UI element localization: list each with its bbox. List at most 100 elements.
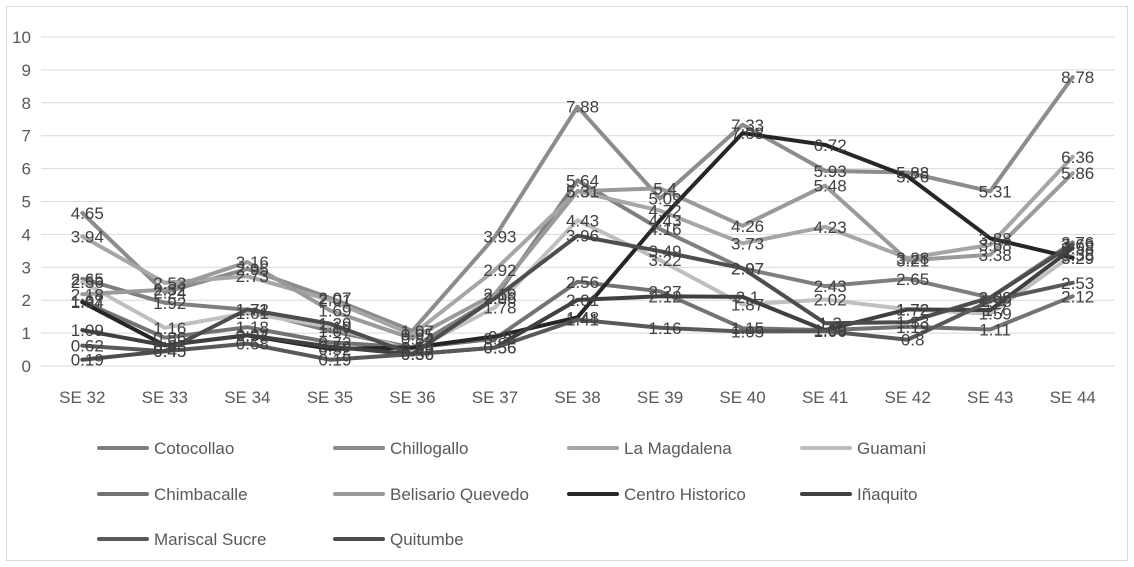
data-label: 3.21 bbox=[896, 251, 929, 270]
data-label: 3.94 bbox=[71, 227, 104, 246]
series-line bbox=[80, 171, 1075, 341]
data-label: 1.16 bbox=[153, 319, 186, 338]
data-label: 0.9 bbox=[488, 327, 512, 346]
data-label: 1.11 bbox=[979, 320, 1011, 339]
data-label: 1.59 bbox=[979, 305, 1012, 324]
data-label: 3.76 bbox=[1061, 233, 1094, 252]
y-tick-label: 9 bbox=[22, 61, 31, 80]
y-tick-label: 10 bbox=[12, 28, 31, 47]
y-axis: 0 1 2 3 4 5 6 7 8 9 10 bbox=[12, 28, 31, 376]
data-label: 8.78 bbox=[1061, 68, 1094, 87]
data-label: 0.93 bbox=[236, 326, 269, 345]
data-label: 2.27 bbox=[648, 282, 681, 301]
y-tick-label: 1 bbox=[22, 324, 31, 343]
data-label: 5.86 bbox=[1061, 164, 1094, 183]
data-label: 1.15 bbox=[731, 319, 764, 338]
y-tick-label: 5 bbox=[22, 193, 31, 212]
x-tick-label: SE 33 bbox=[142, 388, 188, 407]
x-tick-label: SE 32 bbox=[59, 388, 105, 407]
legend-label: Guamani bbox=[857, 439, 926, 458]
data-label: 1.78 bbox=[483, 298, 516, 317]
data-label: 2.53 bbox=[153, 274, 186, 293]
data-label: 4.26 bbox=[731, 217, 764, 236]
x-tick-label: SE 42 bbox=[884, 388, 930, 407]
data-label: 2.07 bbox=[318, 289, 351, 308]
series-line bbox=[80, 75, 1075, 333]
data-label: 0.56 bbox=[401, 339, 434, 358]
data-label: 2.43 bbox=[814, 277, 847, 296]
y-tick-label: 6 bbox=[22, 160, 31, 179]
y-tick-label: 3 bbox=[22, 258, 31, 277]
data-label: 1.72 bbox=[236, 300, 269, 319]
data-label: 1.87 bbox=[731, 295, 764, 314]
data-label: 1.92 bbox=[153, 294, 186, 313]
x-tick-label: SE 35 bbox=[307, 388, 353, 407]
data-label: 1.7 bbox=[983, 301, 1007, 320]
data-label: 0.68 bbox=[236, 335, 269, 354]
data-label: 0.59 bbox=[318, 338, 351, 357]
data-label: 6.36 bbox=[1061, 148, 1094, 167]
data-label: 2.1 bbox=[736, 288, 760, 307]
data-label: 0.72 bbox=[318, 333, 351, 352]
series-line bbox=[80, 279, 1075, 350]
data-label: 2.12 bbox=[648, 287, 681, 306]
data-label: 2.02 bbox=[814, 291, 847, 310]
data-label: 5.31 bbox=[566, 182, 599, 201]
data-label: 2.19 bbox=[483, 285, 516, 304]
data-label: 5.4 bbox=[653, 179, 677, 198]
x-tick-label: SE 34 bbox=[224, 388, 270, 407]
x-tick-label: SE 39 bbox=[637, 388, 683, 407]
data-label: 5.31 bbox=[979, 182, 1012, 201]
legend: Cotocollao Chillogallo La Magdalena Guamani… bbox=[97, 439, 926, 549]
data-label: 1.94 bbox=[71, 293, 104, 312]
data-label: 2.18 bbox=[71, 285, 104, 304]
data-label: 1.09 bbox=[814, 321, 847, 340]
data-label: 0.95 bbox=[401, 326, 434, 345]
data-label: 0.8 bbox=[901, 331, 925, 350]
legend-label: Belisario Quevedo bbox=[390, 485, 529, 504]
data-label: 0.83 bbox=[483, 330, 516, 349]
y-tick-label: 8 bbox=[22, 94, 31, 113]
data-label: 1.06 bbox=[814, 322, 847, 341]
data-label: 3.93 bbox=[483, 228, 516, 247]
data-label: 4.16 bbox=[648, 220, 681, 239]
data-label: 0.63 bbox=[153, 336, 186, 355]
data-label: 1.05 bbox=[731, 322, 764, 341]
data-label: 5.93 bbox=[814, 162, 847, 181]
x-tick-label: SE 44 bbox=[1050, 388, 1096, 407]
data-label: 2.32 bbox=[153, 281, 186, 300]
chart-frame: 0 1 2 3 4 5 6 7 8 9 10 SE 32 SE 33 SE 34 SE 35 SE 36 SE… bbox=[6, 6, 1128, 561]
data-label: 3.69 bbox=[1061, 236, 1094, 255]
x-tick-label: SE 40 bbox=[719, 388, 765, 407]
data-label: 1.07 bbox=[318, 322, 351, 341]
data-label: 0.36 bbox=[401, 345, 434, 364]
data-label: 4.43 bbox=[566, 211, 599, 230]
legend-label: Quitumbe bbox=[390, 530, 464, 549]
y-tick-label: 0 bbox=[22, 357, 31, 376]
data-label: 2.73 bbox=[236, 267, 269, 286]
series-line bbox=[80, 280, 1075, 362]
data-label: 7.08 bbox=[731, 124, 764, 143]
data-label: 3.28 bbox=[896, 249, 929, 268]
data-label: 0.19 bbox=[318, 351, 351, 370]
data-label: 1.19 bbox=[318, 318, 351, 337]
data-label: 4.23 bbox=[814, 218, 847, 237]
data-label: 1.61 bbox=[236, 304, 269, 323]
y-tick-label: 7 bbox=[22, 127, 31, 146]
data-label: 1.71 bbox=[236, 301, 269, 320]
y-tick-label: 2 bbox=[22, 291, 31, 310]
x-tick-label: SE 37 bbox=[472, 388, 518, 407]
data-label: 3.58 bbox=[1061, 239, 1094, 258]
y-tick-label: 4 bbox=[22, 225, 31, 244]
data-label: 5.48 bbox=[814, 177, 847, 196]
data-label: 0.62 bbox=[71, 337, 104, 356]
x-tick-label: SE 38 bbox=[554, 388, 600, 407]
data-label: 3.22 bbox=[648, 251, 681, 270]
data-label: 1.69 bbox=[318, 301, 351, 320]
legend-label: Mariscal Sucre bbox=[154, 530, 266, 549]
data-label: 2.08 bbox=[979, 289, 1012, 308]
legend-label: La Magdalena bbox=[624, 439, 732, 458]
data-label: 1.72 bbox=[896, 300, 929, 319]
data-label: 0.45 bbox=[153, 342, 186, 361]
x-tick-label: SE 36 bbox=[389, 388, 435, 407]
